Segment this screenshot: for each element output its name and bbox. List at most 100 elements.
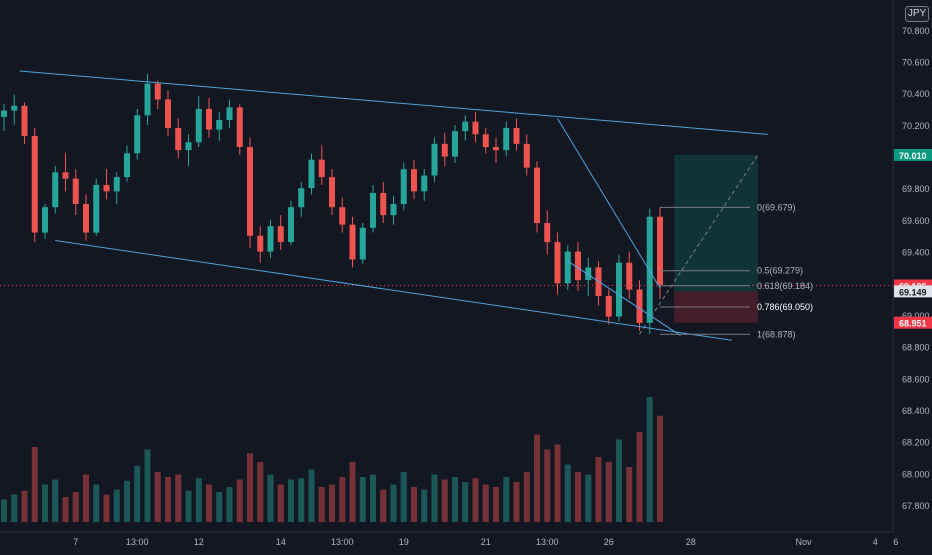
fib-level-label: 0(69.679) bbox=[757, 202, 796, 212]
fib-level-label: 1(68.878) bbox=[757, 329, 796, 339]
volume-bar bbox=[595, 457, 602, 522]
volume-bar bbox=[318, 487, 325, 522]
candle-body bbox=[441, 143, 448, 157]
candle-body bbox=[308, 159, 315, 189]
candle-body bbox=[298, 188, 305, 208]
volume-bar bbox=[575, 472, 581, 522]
x-tick-label: 14 bbox=[276, 537, 286, 547]
y-tick-label: 68.800 bbox=[902, 343, 930, 353]
candle-body bbox=[616, 262, 622, 317]
candle-body bbox=[646, 216, 653, 323]
candle-body bbox=[134, 115, 141, 154]
y-tick-label: 70.400 bbox=[902, 89, 930, 99]
y-tick-label: 68.400 bbox=[902, 406, 930, 416]
candle-body bbox=[585, 267, 592, 281]
candle-body bbox=[216, 120, 223, 130]
candle-body bbox=[503, 127, 510, 151]
currency-label: JPY bbox=[907, 8, 927, 19]
volume-bar bbox=[42, 484, 48, 522]
candle-body bbox=[31, 135, 38, 233]
fib-level-label: 0.5(69.279) bbox=[757, 266, 803, 276]
volume-bar bbox=[154, 472, 161, 522]
volume-bar bbox=[62, 497, 69, 522]
candle-body bbox=[636, 289, 643, 323]
x-tick-label: 13:00 bbox=[126, 537, 149, 547]
volume-bar bbox=[493, 487, 499, 522]
volume-bar bbox=[206, 484, 212, 522]
candle-body bbox=[62, 172, 69, 179]
candle-body bbox=[575, 251, 581, 281]
x-tick-label: 7 bbox=[73, 537, 78, 547]
x-tick-label: 13:00 bbox=[536, 537, 559, 547]
candle-body bbox=[421, 175, 428, 192]
candle-body bbox=[175, 127, 182, 151]
candle-body bbox=[400, 169, 407, 205]
volume-bar bbox=[185, 490, 192, 522]
volume-bar bbox=[329, 484, 335, 522]
candle-body bbox=[236, 107, 243, 148]
volume-bar bbox=[103, 494, 110, 522]
volume-bar bbox=[472, 478, 479, 522]
volume-bar bbox=[288, 479, 294, 522]
volume-bar bbox=[452, 477, 458, 522]
volume-bar bbox=[482, 484, 489, 522]
price-tag bbox=[894, 148, 932, 161]
candle-body bbox=[103, 185, 110, 192]
volume-bar bbox=[72, 492, 79, 522]
candle-body bbox=[113, 177, 120, 192]
volume-bar bbox=[421, 489, 428, 522]
volume-bar bbox=[400, 472, 407, 522]
y-tick-label: 68.200 bbox=[902, 438, 930, 448]
candle-body bbox=[626, 262, 633, 290]
fib-level-label: 0.618(69.184) bbox=[757, 281, 813, 291]
volume-bar bbox=[349, 462, 356, 522]
profit-target-zone bbox=[674, 154, 758, 292]
volume-bar bbox=[257, 462, 264, 522]
volume-bar bbox=[216, 492, 223, 522]
y-tick-label: 67.800 bbox=[902, 501, 930, 511]
currency-badge[interactable]: JPY bbox=[905, 6, 929, 22]
candle-body bbox=[534, 167, 540, 224]
volume-bar bbox=[31, 447, 38, 522]
candle-body bbox=[370, 192, 376, 228]
channel-upper-line bbox=[19, 70, 768, 135]
candle-body bbox=[165, 99, 171, 128]
fib-layer: 0(69.679) 0.5(69.279) 0.618(69.184) 0.786(6… bbox=[660, 202, 813, 339]
volume-bar bbox=[113, 489, 120, 522]
x-tick-label: 12 bbox=[194, 537, 204, 547]
volume-bar bbox=[564, 464, 571, 522]
channel-lower-line bbox=[55, 239, 732, 341]
volume-bar bbox=[175, 474, 182, 522]
candle-body bbox=[226, 107, 233, 121]
candle-body bbox=[411, 169, 417, 192]
candle-body bbox=[523, 143, 530, 168]
candle-body bbox=[257, 235, 264, 252]
y-tick-label: 70.200 bbox=[902, 121, 930, 131]
volume-bar bbox=[11, 494, 18, 522]
candle-layer bbox=[1, 74, 663, 334]
candle-body bbox=[554, 242, 561, 284]
candle-body bbox=[11, 105, 18, 111]
candle-body bbox=[72, 178, 79, 205]
volume-bar bbox=[298, 478, 305, 522]
price-tag-label: 68.951 bbox=[899, 319, 927, 329]
candle-body bbox=[339, 207, 346, 225]
volume-bar bbox=[1, 499, 7, 522]
candle-body bbox=[277, 226, 284, 243]
volume-bar bbox=[370, 474, 376, 522]
volume-bar bbox=[411, 487, 417, 522]
candle-body bbox=[349, 224, 356, 260]
volume-bar bbox=[657, 415, 663, 522]
volume-bar bbox=[308, 469, 315, 522]
candle-body bbox=[1, 110, 7, 117]
volume-bar bbox=[616, 439, 622, 522]
volume-bar bbox=[431, 474, 438, 522]
y-tick-label: 69.600 bbox=[902, 216, 930, 226]
price-tag-label: 70.010 bbox=[899, 151, 927, 161]
x-tick-label: 21 bbox=[481, 537, 491, 547]
volume-layer bbox=[1, 397, 663, 522]
candle-body bbox=[482, 134, 489, 148]
